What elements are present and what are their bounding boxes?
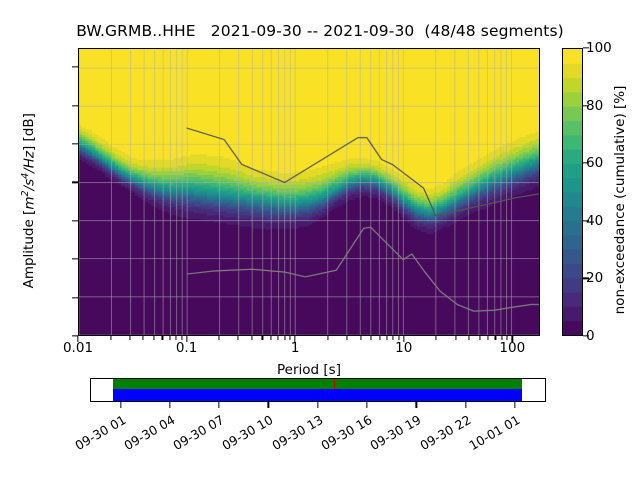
x-tick-minor [270,336,272,340]
x-tick-label-2: 1 [290,340,300,356]
colorbar [562,48,583,336]
colorbar-tick-label-3: 60 [586,155,604,172]
colorbar-tick-label-2: 40 [586,212,604,229]
y-axis-label: Amplitude [m2/s4/Hz] [dB] [19,113,37,289]
colorbar-tick-mark-2 [583,220,589,222]
x-tick-minor [181,336,183,340]
x-axis-label: Period [s] [277,362,341,378]
timeline-tick-mark-2 [218,402,220,408]
x-tick-label-0: 0.01 [62,340,94,356]
colorbar-gradient [563,49,582,335]
y-tick-mark-5 [72,258,78,260]
x-tick-mark-1 [185,336,188,342]
y-tick-mark-0 [72,66,78,68]
figure-title: BW.GRMB..HHE 2021-09-30 -- 2021-09-30 (4… [76,22,564,40]
x-tick-minor [479,336,481,340]
x-tick-label-4: 100 [499,340,526,356]
x-tick-minor [142,336,144,340]
coverage-bars [112,379,522,401]
x-tick-mark-3 [403,336,405,342]
timeline-tick-mark-4 [317,402,319,408]
x-tick-minor [289,336,291,340]
timeline-tick-mark-1 [169,402,171,408]
x-tick-minor [494,336,496,340]
x-tick-minor [346,336,348,340]
x-tick-label-3: 10 [395,340,413,356]
x-tick-minor [501,336,503,340]
timeline-tick-mark-5 [366,402,368,408]
colorbar-tick-label-4: 80 [586,97,604,114]
colorbar-tick-mark-0 [583,335,589,337]
colorbar-tick-mark-1 [583,277,589,280]
coverage-bar-green [112,379,522,389]
timeline-tick-mark-6 [415,402,417,408]
colorbar-tick-mark-3 [583,162,589,164]
y-tick-mark-1 [72,104,78,107]
x-tick-minor [237,336,239,340]
x-tick-minor [370,336,372,340]
x-tick-minor [161,336,164,340]
x-tick-minor [169,336,171,340]
timeline-tick-mark-8 [514,402,516,408]
timeline-tick-mark-7 [464,402,467,408]
x-tick-mark-0 [77,336,79,342]
ppsd-plot-area [78,48,540,336]
colorbar-tick-label-1: 20 [586,270,604,287]
ppsd-density-canvas [79,49,539,335]
timeline-tick-mark-3 [267,402,270,408]
y-tick-mark-2 [72,143,78,145]
colorbar-tick-mark-4 [583,104,589,107]
x-tick-label-1: 0.1 [175,340,198,356]
x-tick-mark-2 [294,336,296,342]
y-tick-mark-6 [72,296,78,299]
x-tick-minor [435,336,437,340]
x-tick-minor [487,336,489,340]
current-segment-marker [333,379,336,389]
x-tick-mark-4 [511,336,513,342]
x-tick-minor [153,336,155,340]
y-tick-mark-3 [72,181,78,184]
x-tick-minor [392,336,394,340]
x-tick-minor [379,336,381,340]
x-tick-minor [468,336,470,340]
coverage-bar-blue [112,388,522,401]
x-tick-minor [110,336,112,340]
timeline-tick-mark-0 [119,402,122,408]
x-tick-minor [129,336,131,340]
x-tick-minor [218,336,220,340]
colorbar-tick-label-0: 0 [586,328,595,344]
x-tick-minor [251,336,253,340]
x-tick-minor [506,336,508,340]
x-tick-minor [398,336,400,340]
data-coverage-strip[interactable] [90,378,546,402]
x-tick-minor [359,336,362,340]
x-tick-minor [327,336,329,340]
x-tick-minor [277,336,279,340]
x-tick-minor [454,336,457,340]
y-axis-label-text: Amplitude [ [20,209,37,289]
y-tick-mark-7 [72,335,78,337]
x-tick-minor [284,336,286,340]
colorbar-tick-mark-5 [583,47,589,49]
colorbar-label: non-exceedance (cumulative) [%] [612,85,628,315]
x-tick-minor [175,336,177,340]
x-tick-minor [261,336,263,340]
colorbar-tick-label-5: 100 [586,40,612,56]
y-tick-mark-4 [72,220,78,222]
x-tick-minor [386,336,388,340]
